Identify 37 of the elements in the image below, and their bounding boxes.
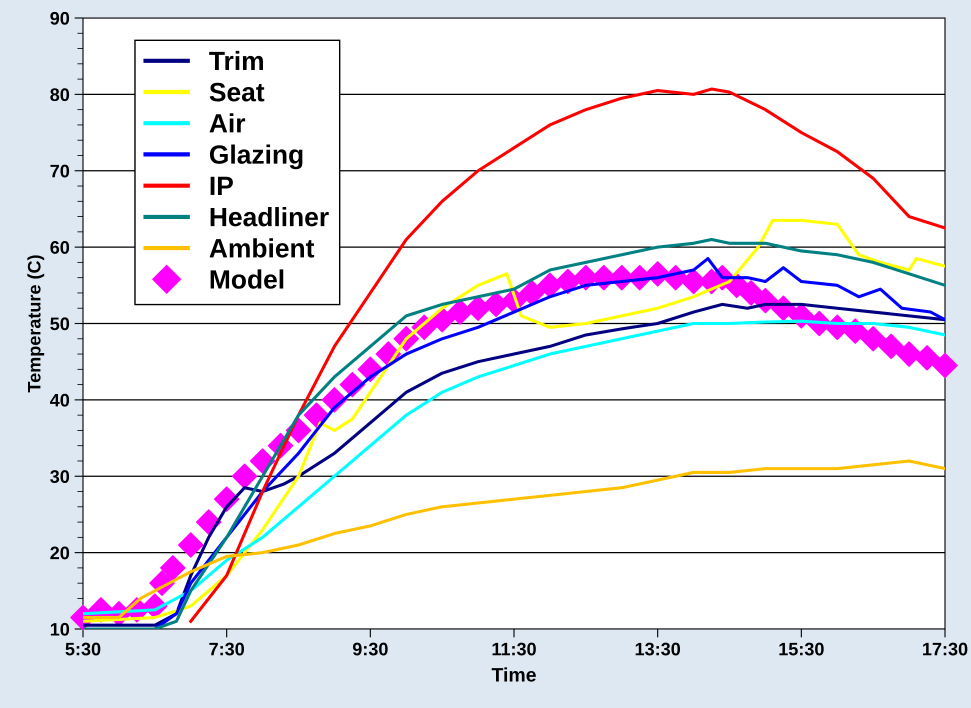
x-tick-label: 15:30 — [779, 642, 824, 656]
legend-label: Trim — [209, 50, 263, 70]
x-tick-label: 5:30 — [65, 642, 100, 656]
legend-label: Ambient — [210, 238, 314, 258]
legend-label: Headliner — [210, 207, 329, 226]
point — [932, 352, 958, 378]
point — [860, 326, 886, 352]
y-tick-label: 20 — [50, 546, 70, 560]
point — [519, 280, 545, 306]
y-tick-label: 50 — [50, 317, 70, 330]
y-axis-title: Temperature (C) — [27, 255, 44, 392]
point — [465, 296, 491, 321]
x-tick-label: 17:30 — [923, 642, 968, 656]
point — [896, 341, 922, 367]
point — [178, 532, 204, 558]
legend-label: Model — [210, 269, 284, 289]
y-tick-label: 30 — [50, 470, 70, 483]
x-tick-label: 7:30 — [209, 642, 244, 656]
y-tick-label: 70 — [50, 164, 70, 178]
legend-label: IP — [210, 176, 233, 195]
point — [914, 345, 940, 371]
legend-label: Air — [210, 113, 246, 132]
y-tick-label: 60 — [50, 241, 70, 254]
legend-label: Glazing — [210, 144, 302, 170]
y-tick-label: 90 — [50, 12, 70, 25]
y-tick-label: 10 — [50, 622, 70, 636]
x-axis-title: Time — [492, 667, 536, 682]
point — [304, 402, 330, 428]
point — [232, 464, 258, 489]
x-tick-label: 9:30 — [352, 642, 388, 656]
x-tick-label: 13:30 — [636, 642, 680, 656]
legend-label: Seat — [210, 82, 264, 102]
x-tick-label: 11:30 — [492, 642, 536, 656]
y-tick-label: 80 — [50, 88, 70, 102]
point — [160, 555, 186, 581]
y-tick-label: 40 — [50, 394, 70, 407]
point — [878, 334, 904, 360]
